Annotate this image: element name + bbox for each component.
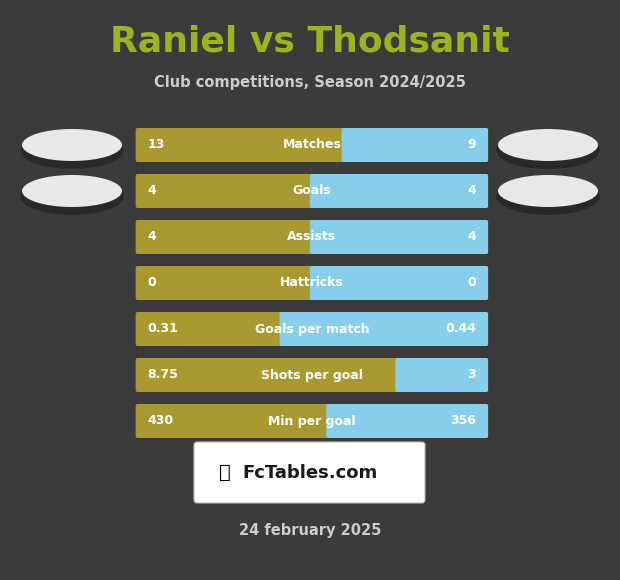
FancyBboxPatch shape	[136, 128, 488, 162]
Ellipse shape	[22, 175, 122, 207]
Text: Shots per goal: Shots per goal	[261, 368, 363, 382]
Text: 24 february 2025: 24 february 2025	[239, 523, 381, 538]
FancyBboxPatch shape	[136, 404, 488, 438]
Text: 📊: 📊	[219, 463, 231, 482]
FancyBboxPatch shape	[310, 266, 488, 300]
Text: 9: 9	[467, 139, 476, 151]
Text: 0: 0	[467, 277, 476, 289]
Text: Hattricks: Hattricks	[280, 277, 344, 289]
Ellipse shape	[498, 175, 598, 207]
Text: 0: 0	[148, 277, 156, 289]
Bar	[397, 362, 407, 388]
Ellipse shape	[496, 131, 600, 169]
Bar	[281, 316, 291, 342]
Text: 4: 4	[148, 230, 156, 244]
Text: Matches: Matches	[283, 139, 341, 151]
Text: 13: 13	[148, 139, 165, 151]
Text: FcTables.com: FcTables.com	[242, 463, 378, 481]
Text: 3: 3	[467, 368, 476, 382]
Text: 0.44: 0.44	[445, 322, 476, 335]
Text: Goals: Goals	[293, 184, 331, 198]
Text: 4: 4	[467, 230, 476, 244]
Bar	[312, 178, 322, 204]
Text: 8.75: 8.75	[148, 368, 179, 382]
FancyBboxPatch shape	[395, 358, 488, 392]
Text: Min per goal: Min per goal	[268, 415, 356, 427]
Bar	[328, 408, 339, 434]
Text: 356: 356	[450, 415, 476, 427]
FancyBboxPatch shape	[136, 358, 488, 392]
FancyBboxPatch shape	[136, 312, 488, 346]
FancyBboxPatch shape	[136, 174, 488, 208]
FancyBboxPatch shape	[194, 442, 425, 503]
Ellipse shape	[22, 129, 122, 161]
Text: 430: 430	[148, 415, 174, 427]
FancyBboxPatch shape	[310, 220, 488, 254]
FancyBboxPatch shape	[342, 128, 488, 162]
FancyBboxPatch shape	[310, 174, 488, 208]
Text: 4: 4	[467, 184, 476, 198]
Text: Club competitions, Season 2024/2025: Club competitions, Season 2024/2025	[154, 74, 466, 89]
Text: Assists: Assists	[287, 230, 337, 244]
Ellipse shape	[496, 177, 600, 215]
Text: 0.31: 0.31	[148, 322, 179, 335]
Bar	[312, 270, 322, 296]
FancyBboxPatch shape	[136, 220, 488, 254]
Ellipse shape	[498, 129, 598, 161]
Text: Raniel vs Thodsanit: Raniel vs Thodsanit	[110, 25, 510, 59]
FancyBboxPatch shape	[280, 312, 488, 346]
Ellipse shape	[20, 131, 124, 169]
Text: 4: 4	[148, 184, 156, 198]
Bar	[312, 224, 322, 250]
Text: Goals per match: Goals per match	[255, 322, 369, 335]
FancyBboxPatch shape	[326, 404, 488, 438]
Bar	[343, 132, 353, 158]
FancyBboxPatch shape	[136, 266, 488, 300]
Ellipse shape	[20, 177, 124, 215]
